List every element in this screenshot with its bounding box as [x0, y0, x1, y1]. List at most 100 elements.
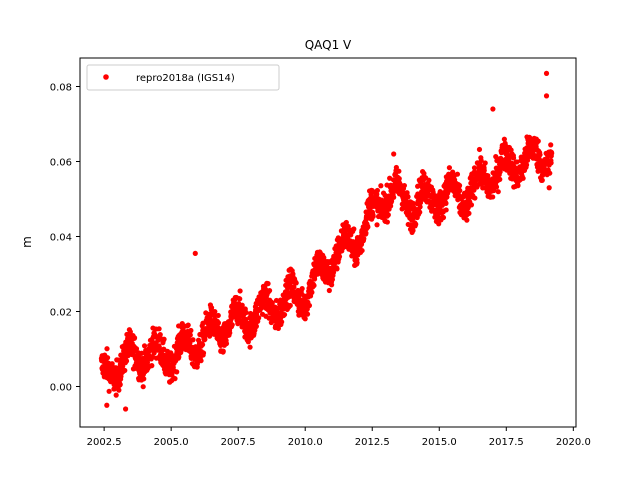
data-point [436, 221, 442, 227]
data-point [141, 343, 148, 349]
data-point [374, 191, 380, 197]
data-point [440, 214, 447, 221]
data-point [265, 281, 271, 287]
data-point [374, 222, 380, 228]
data-point [157, 331, 163, 338]
data-point [385, 212, 391, 218]
data-point [113, 392, 119, 398]
data-point [208, 305, 215, 311]
x-tick-label: 2005.0 [154, 437, 189, 448]
data-point [311, 282, 317, 289]
data-point [520, 175, 526, 181]
data-point [388, 203, 394, 209]
data-point-outlier [391, 151, 397, 157]
data-point [446, 165, 453, 171]
data-point [243, 309, 249, 316]
data-point [281, 311, 288, 318]
data-point [548, 142, 554, 148]
data-point [220, 348, 226, 354]
x-tick-label: 2002.5 [87, 437, 122, 448]
data-point [140, 384, 146, 390]
data-point [515, 183, 521, 189]
data-point [510, 155, 517, 161]
data-point [426, 177, 432, 183]
data-point [212, 309, 218, 315]
data-point [237, 296, 243, 302]
data-point [413, 221, 419, 227]
data-point [227, 330, 233, 336]
data-point [336, 253, 343, 260]
data-point-outlier [192, 250, 198, 256]
data-point [299, 286, 305, 292]
data-point [537, 152, 543, 158]
data-point [393, 164, 399, 171]
data-point [404, 190, 410, 196]
data-point [269, 300, 275, 306]
data-point [302, 316, 308, 322]
y-tick-label: 0.02 [50, 308, 72, 319]
data-point [117, 381, 123, 388]
data-point [476, 146, 483, 153]
y-tick-label: 0.00 [50, 383, 72, 394]
data-point [273, 297, 280, 304]
data-point [464, 217, 470, 223]
data-point [443, 207, 449, 213]
data-point [405, 194, 411, 200]
x-tick-label: 2020.0 [556, 437, 591, 448]
x-tick-label: 2010.0 [288, 437, 323, 448]
data-point [111, 386, 118, 392]
data-point [291, 284, 297, 290]
data-point [482, 160, 488, 166]
data-point [293, 280, 299, 286]
x-tick-label: 2012.5 [355, 437, 390, 448]
data-point [391, 194, 397, 200]
data-point [237, 288, 243, 294]
data-point [485, 173, 491, 179]
data-point [396, 175, 402, 182]
data-point [478, 157, 484, 164]
data-point [199, 342, 206, 348]
data-point [501, 136, 507, 142]
data-point-outlier [546, 185, 552, 191]
data-point [497, 176, 503, 182]
data-point [104, 346, 110, 352]
y-tick-label: 0.08 [50, 83, 72, 94]
data-point [104, 355, 111, 361]
data-point [490, 194, 496, 200]
data-point [247, 344, 253, 350]
data-point [443, 200, 449, 206]
data-point [330, 269, 337, 275]
data-point [185, 322, 191, 328]
data-point [359, 247, 365, 254]
data-point [363, 230, 369, 236]
data-point [215, 312, 221, 319]
data-point [161, 336, 167, 342]
data-point [466, 210, 472, 216]
data-point-outlier [543, 70, 550, 76]
data-point [127, 329, 133, 335]
data-point [401, 182, 408, 189]
data-point [188, 327, 194, 334]
data-point [417, 209, 423, 215]
data-point [523, 162, 530, 168]
data-point-outlier [104, 402, 110, 408]
data-point [253, 323, 259, 329]
data-point [306, 302, 313, 309]
data-point [410, 227, 416, 234]
data-point [456, 182, 463, 189]
data-point [493, 184, 500, 190]
data-point [122, 367, 128, 374]
y-axis-label: m [20, 236, 34, 248]
data-point [524, 157, 531, 163]
data-point [548, 160, 554, 166]
data-point [198, 358, 204, 364]
data-point [351, 226, 357, 232]
plot-area [98, 70, 555, 412]
data-point [361, 236, 367, 242]
data-point [495, 189, 501, 195]
legend-box [86, 64, 280, 91]
data-point [304, 311, 311, 317]
data-point [365, 224, 371, 230]
data-point [133, 346, 140, 352]
data-point [491, 187, 497, 194]
